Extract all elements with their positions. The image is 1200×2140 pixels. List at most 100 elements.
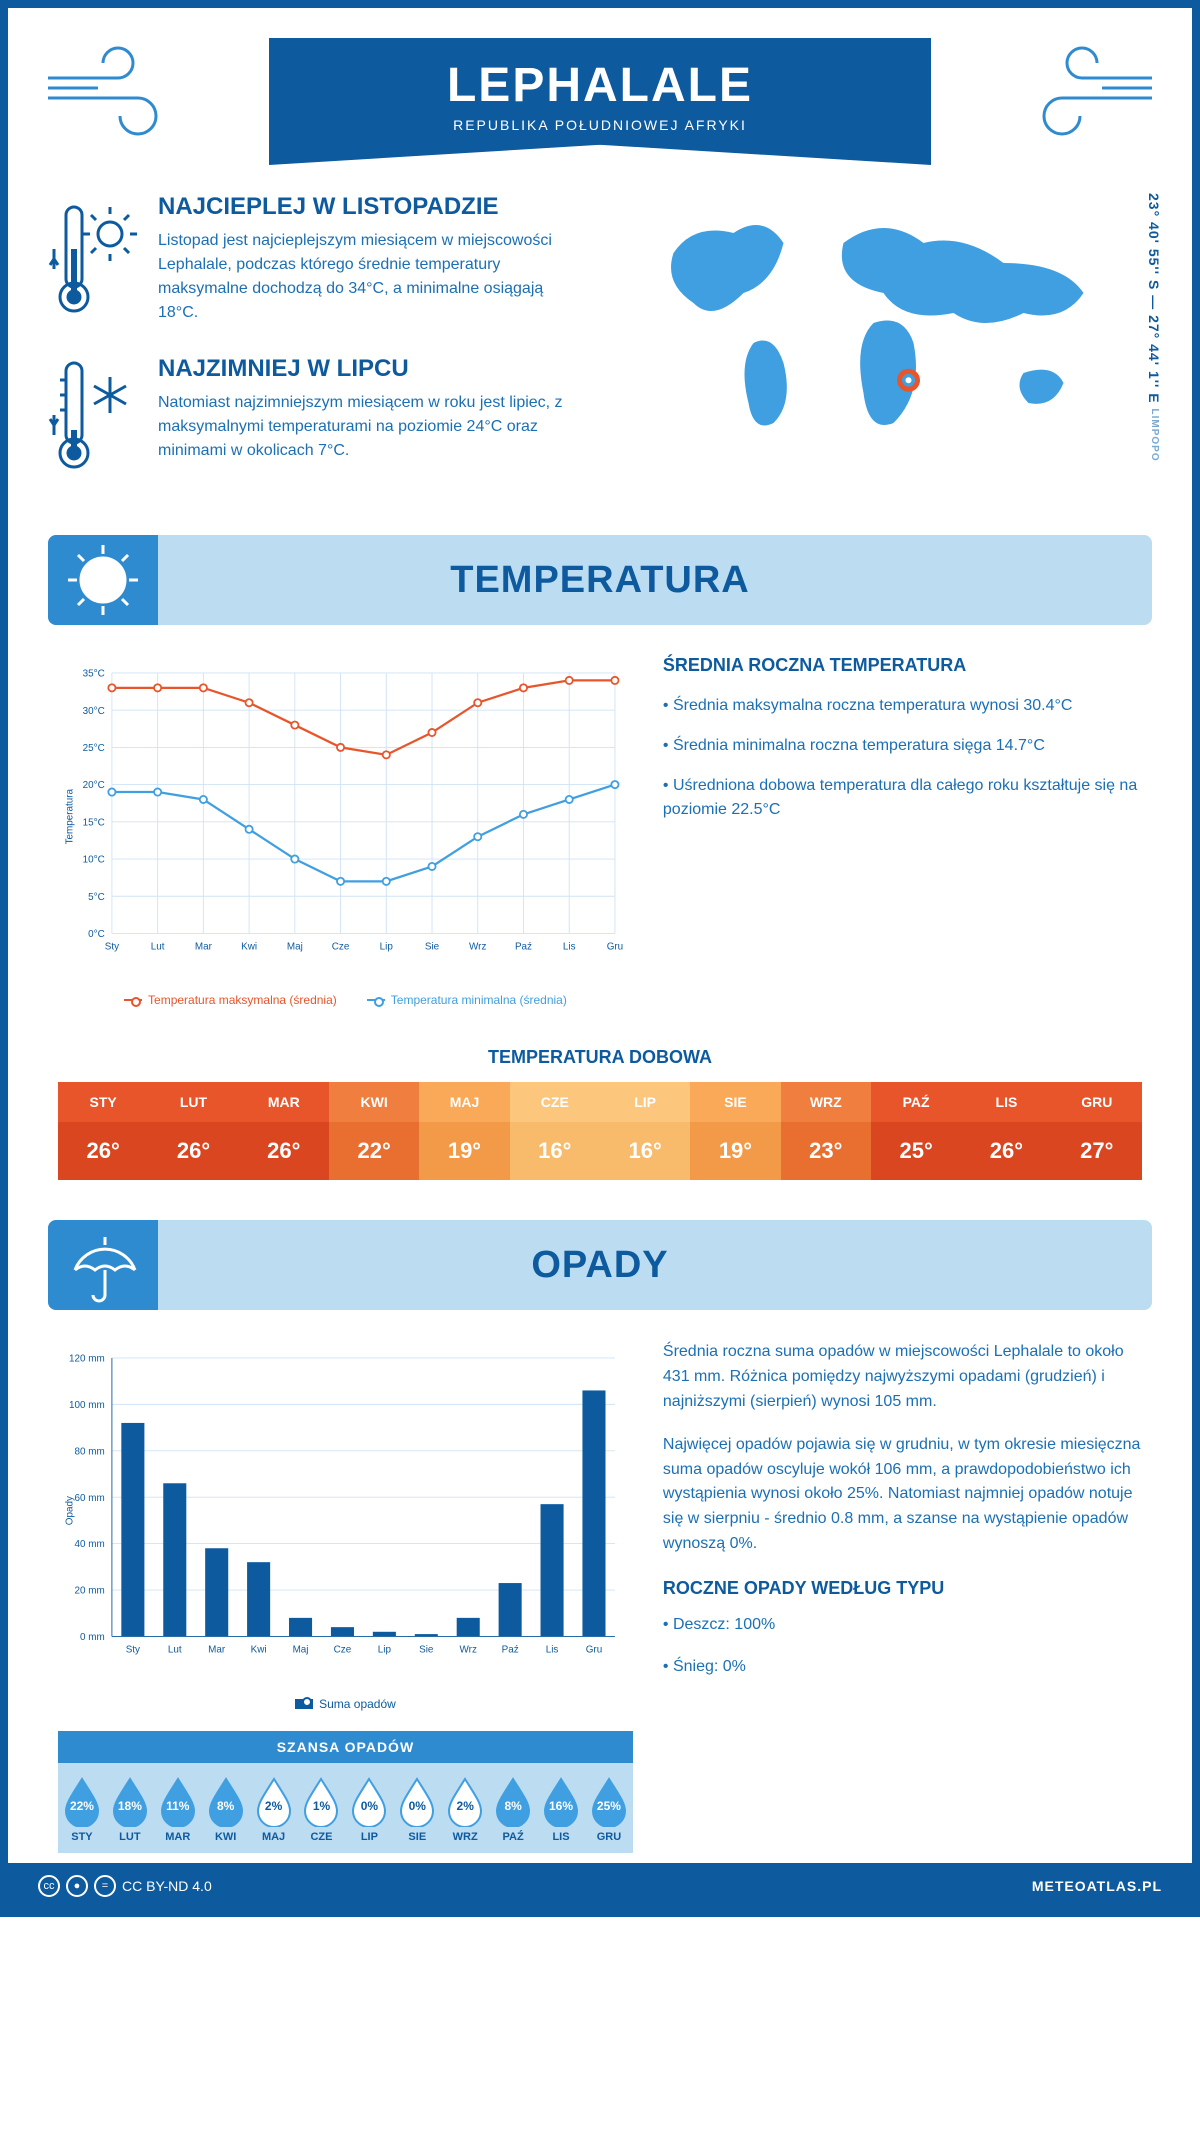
rain-chance-cell: 18%LUT (106, 1777, 154, 1843)
rain-chance-cell: 16%LIS (537, 1777, 585, 1843)
svg-text:Lut: Lut (151, 942, 165, 953)
coldest-fact: NAJZIMNIEJ W LIPCU Natomiast najzimniejs… (48, 355, 585, 475)
precip-type-title: ROCZNE OPADY WEDŁUG TYPU (663, 1575, 1142, 1603)
thermometer-cold-icon (48, 355, 138, 475)
svg-text:0°C: 0°C (88, 929, 105, 940)
svg-text:Lut: Lut (168, 1645, 182, 1656)
temperature-section-header: TEMPERATURA (48, 535, 1152, 625)
daily-temp-cell: MAR26° (239, 1082, 329, 1180)
precip-stats: Średnia roczna suma opadów w miejscowośc… (663, 1340, 1142, 1698)
temperature-legend: Temperatura maksymalna (średnia) Tempera… (58, 993, 633, 1007)
rain-chance-panel: SZANSA OPADÓW 22%STY18%LUT11%MAR8%KWI2%M… (58, 1731, 633, 1853)
precip-chart: 0 mm20 mm40 mm60 mm80 mm100 mm120 mmOpad… (58, 1340, 633, 1852)
daily-temp-cell: LUT26° (148, 1082, 238, 1180)
svg-text:0 mm: 0 mm (80, 1632, 105, 1643)
svg-text:15°C: 15°C (83, 817, 105, 828)
svg-text:20 mm: 20 mm (75, 1586, 105, 1597)
svg-text:Mar: Mar (208, 1645, 226, 1656)
coldest-title: NAJZIMNIEJ W LIPCU (158, 355, 578, 383)
daily-temp-cell: PAŹ25° (871, 1082, 961, 1180)
temperature-title: TEMPERATURA (450, 559, 750, 602)
svg-text:Sie: Sie (419, 1645, 434, 1656)
coordinates: 23° 40' 55'' S — 27° 44' 1'' E LIMPOPO (1146, 193, 1162, 462)
svg-text:Opady: Opady (64, 1496, 75, 1525)
rain-chance-cell: 2%WRZ (441, 1777, 489, 1843)
svg-text:Wrz: Wrz (469, 942, 486, 953)
precip-legend: Suma opadów (58, 1697, 633, 1711)
rain-chance-cell: 0%SIE (393, 1777, 441, 1843)
brand: METEOATLAS.PL (1032, 1878, 1162, 1894)
temp-stat-item: • Uśredniona dobowa temperatura dla całe… (663, 774, 1142, 822)
daily-temp-cell: LIP16° (600, 1082, 690, 1180)
daily-temp-cell: GRU27° (1052, 1082, 1142, 1180)
svg-text:20°C: 20°C (83, 780, 105, 791)
wind-icon-right (1012, 38, 1162, 138)
footer: cc ● = CC BY-ND 4.0 METEOATLAS.PL (8, 1863, 1192, 1909)
svg-text:Lis: Lis (546, 1645, 559, 1656)
header: LEPHALALE REPUBLIKA POŁUDNIOWEJ AFRYKI (8, 8, 1192, 143)
daily-temp-title: TEMPERATURA DOBOWA (8, 1047, 1192, 1068)
svg-text:Kwi: Kwi (251, 1645, 267, 1656)
nd-icon: = (94, 1875, 116, 1897)
svg-text:5°C: 5°C (88, 892, 105, 903)
svg-text:80 mm: 80 mm (75, 1447, 105, 1458)
daily-temp-cell: STY26° (58, 1082, 148, 1180)
title-banner: LEPHALALE REPUBLIKA POŁUDNIOWEJ AFRYKI (269, 38, 931, 143)
rain-chance-cell: 25%GRU (585, 1777, 633, 1843)
daily-temp-table: STY26°LUT26°MAR26°KWI22°MAJ19°CZE16°LIP1… (58, 1082, 1142, 1180)
temperature-stats: ŚREDNIA ROCZNA TEMPERATURA • Średnia mak… (663, 655, 1142, 838)
precip-text-1: Średnia roczna suma opadów w miejscowośc… (663, 1340, 1142, 1414)
svg-text:Temperatura: Temperatura (64, 788, 75, 844)
rain-chance-cell: 11%MAR (154, 1777, 202, 1843)
svg-text:Gru: Gru (586, 1645, 602, 1656)
by-icon: ● (66, 1875, 88, 1897)
rain-chance-cell: 22%STY (58, 1777, 106, 1843)
city-title: LEPHALALE (269, 58, 931, 113)
svg-text:Cze: Cze (334, 1645, 352, 1656)
license-badge: cc ● = CC BY-ND 4.0 (38, 1875, 212, 1897)
precip-title: OPADY (531, 1244, 668, 1287)
country-subtitle: REPUBLIKA POŁUDNIOWEJ AFRYKI (269, 117, 931, 133)
svg-text:Cze: Cze (332, 942, 350, 953)
svg-text:Lip: Lip (380, 942, 394, 953)
svg-text:Lip: Lip (378, 1645, 392, 1656)
daily-temp-cell: CZE16° (510, 1082, 600, 1180)
svg-text:Maj: Maj (293, 1645, 309, 1656)
svg-text:Gru: Gru (607, 942, 623, 953)
coldest-text: Natomiast najzimniejszym miesiącem w rok… (158, 391, 578, 463)
sun-icon (63, 540, 143, 620)
svg-text:Wrz: Wrz (460, 1645, 477, 1656)
region-label: LIMPOPO (1149, 409, 1160, 462)
svg-text:120 mm: 120 mm (69, 1354, 105, 1365)
precip-type-item: • Śnieg: 0% (663, 1655, 1142, 1680)
rain-chance-title: SZANSA OPADÓW (58, 1731, 633, 1763)
world-map (615, 193, 1152, 453)
temp-stat-item: • Średnia minimalna roczna temperatura s… (663, 734, 1142, 758)
daily-temp-cell: WRZ23° (781, 1082, 871, 1180)
map-area: 23° 40' 55'' S — 27° 44' 1'' E LIMPOPO (615, 193, 1152, 505)
cc-icon: cc (38, 1875, 60, 1897)
svg-text:Sty: Sty (105, 942, 119, 953)
rain-chance-cell: 8%PAŹ (489, 1777, 537, 1843)
precip-text-2: Najwięcej opadów pojawia się w grudniu, … (663, 1433, 1142, 1557)
svg-text:Mar: Mar (195, 942, 213, 953)
wind-icon-left (38, 38, 188, 138)
svg-text:Kwi: Kwi (241, 942, 257, 953)
svg-text:10°C: 10°C (83, 855, 105, 866)
hottest-text: Listopad jest najcieplejszym miesiącem w… (158, 229, 578, 325)
temperature-chart: 0°C5°C10°C15°C20°C25°C30°C35°CStyLutMarK… (58, 655, 633, 1007)
thermometer-hot-icon (48, 193, 138, 325)
temp-stats-title: ŚREDNIA ROCZNA TEMPERATURA (663, 655, 1142, 676)
license-text: CC BY-ND 4.0 (122, 1878, 212, 1894)
precip-section-header: OPADY (48, 1220, 1152, 1310)
page: LEPHALALE REPUBLIKA POŁUDNIOWEJ AFRYKI (0, 0, 1200, 1917)
umbrella-icon (63, 1225, 143, 1305)
daily-temp-cell: KWI22° (329, 1082, 419, 1180)
svg-text:Sty: Sty (126, 1645, 140, 1656)
temp-stat-item: • Średnia maksymalna roczna temperatura … (663, 694, 1142, 718)
daily-temp-cell: LIS26° (961, 1082, 1051, 1180)
svg-text:Paź: Paź (515, 942, 532, 953)
svg-text:40 mm: 40 mm (75, 1540, 105, 1551)
hottest-title: NAJCIEPLEJ W LISTOPADZIE (158, 193, 578, 221)
svg-text:Sie: Sie (425, 942, 440, 953)
